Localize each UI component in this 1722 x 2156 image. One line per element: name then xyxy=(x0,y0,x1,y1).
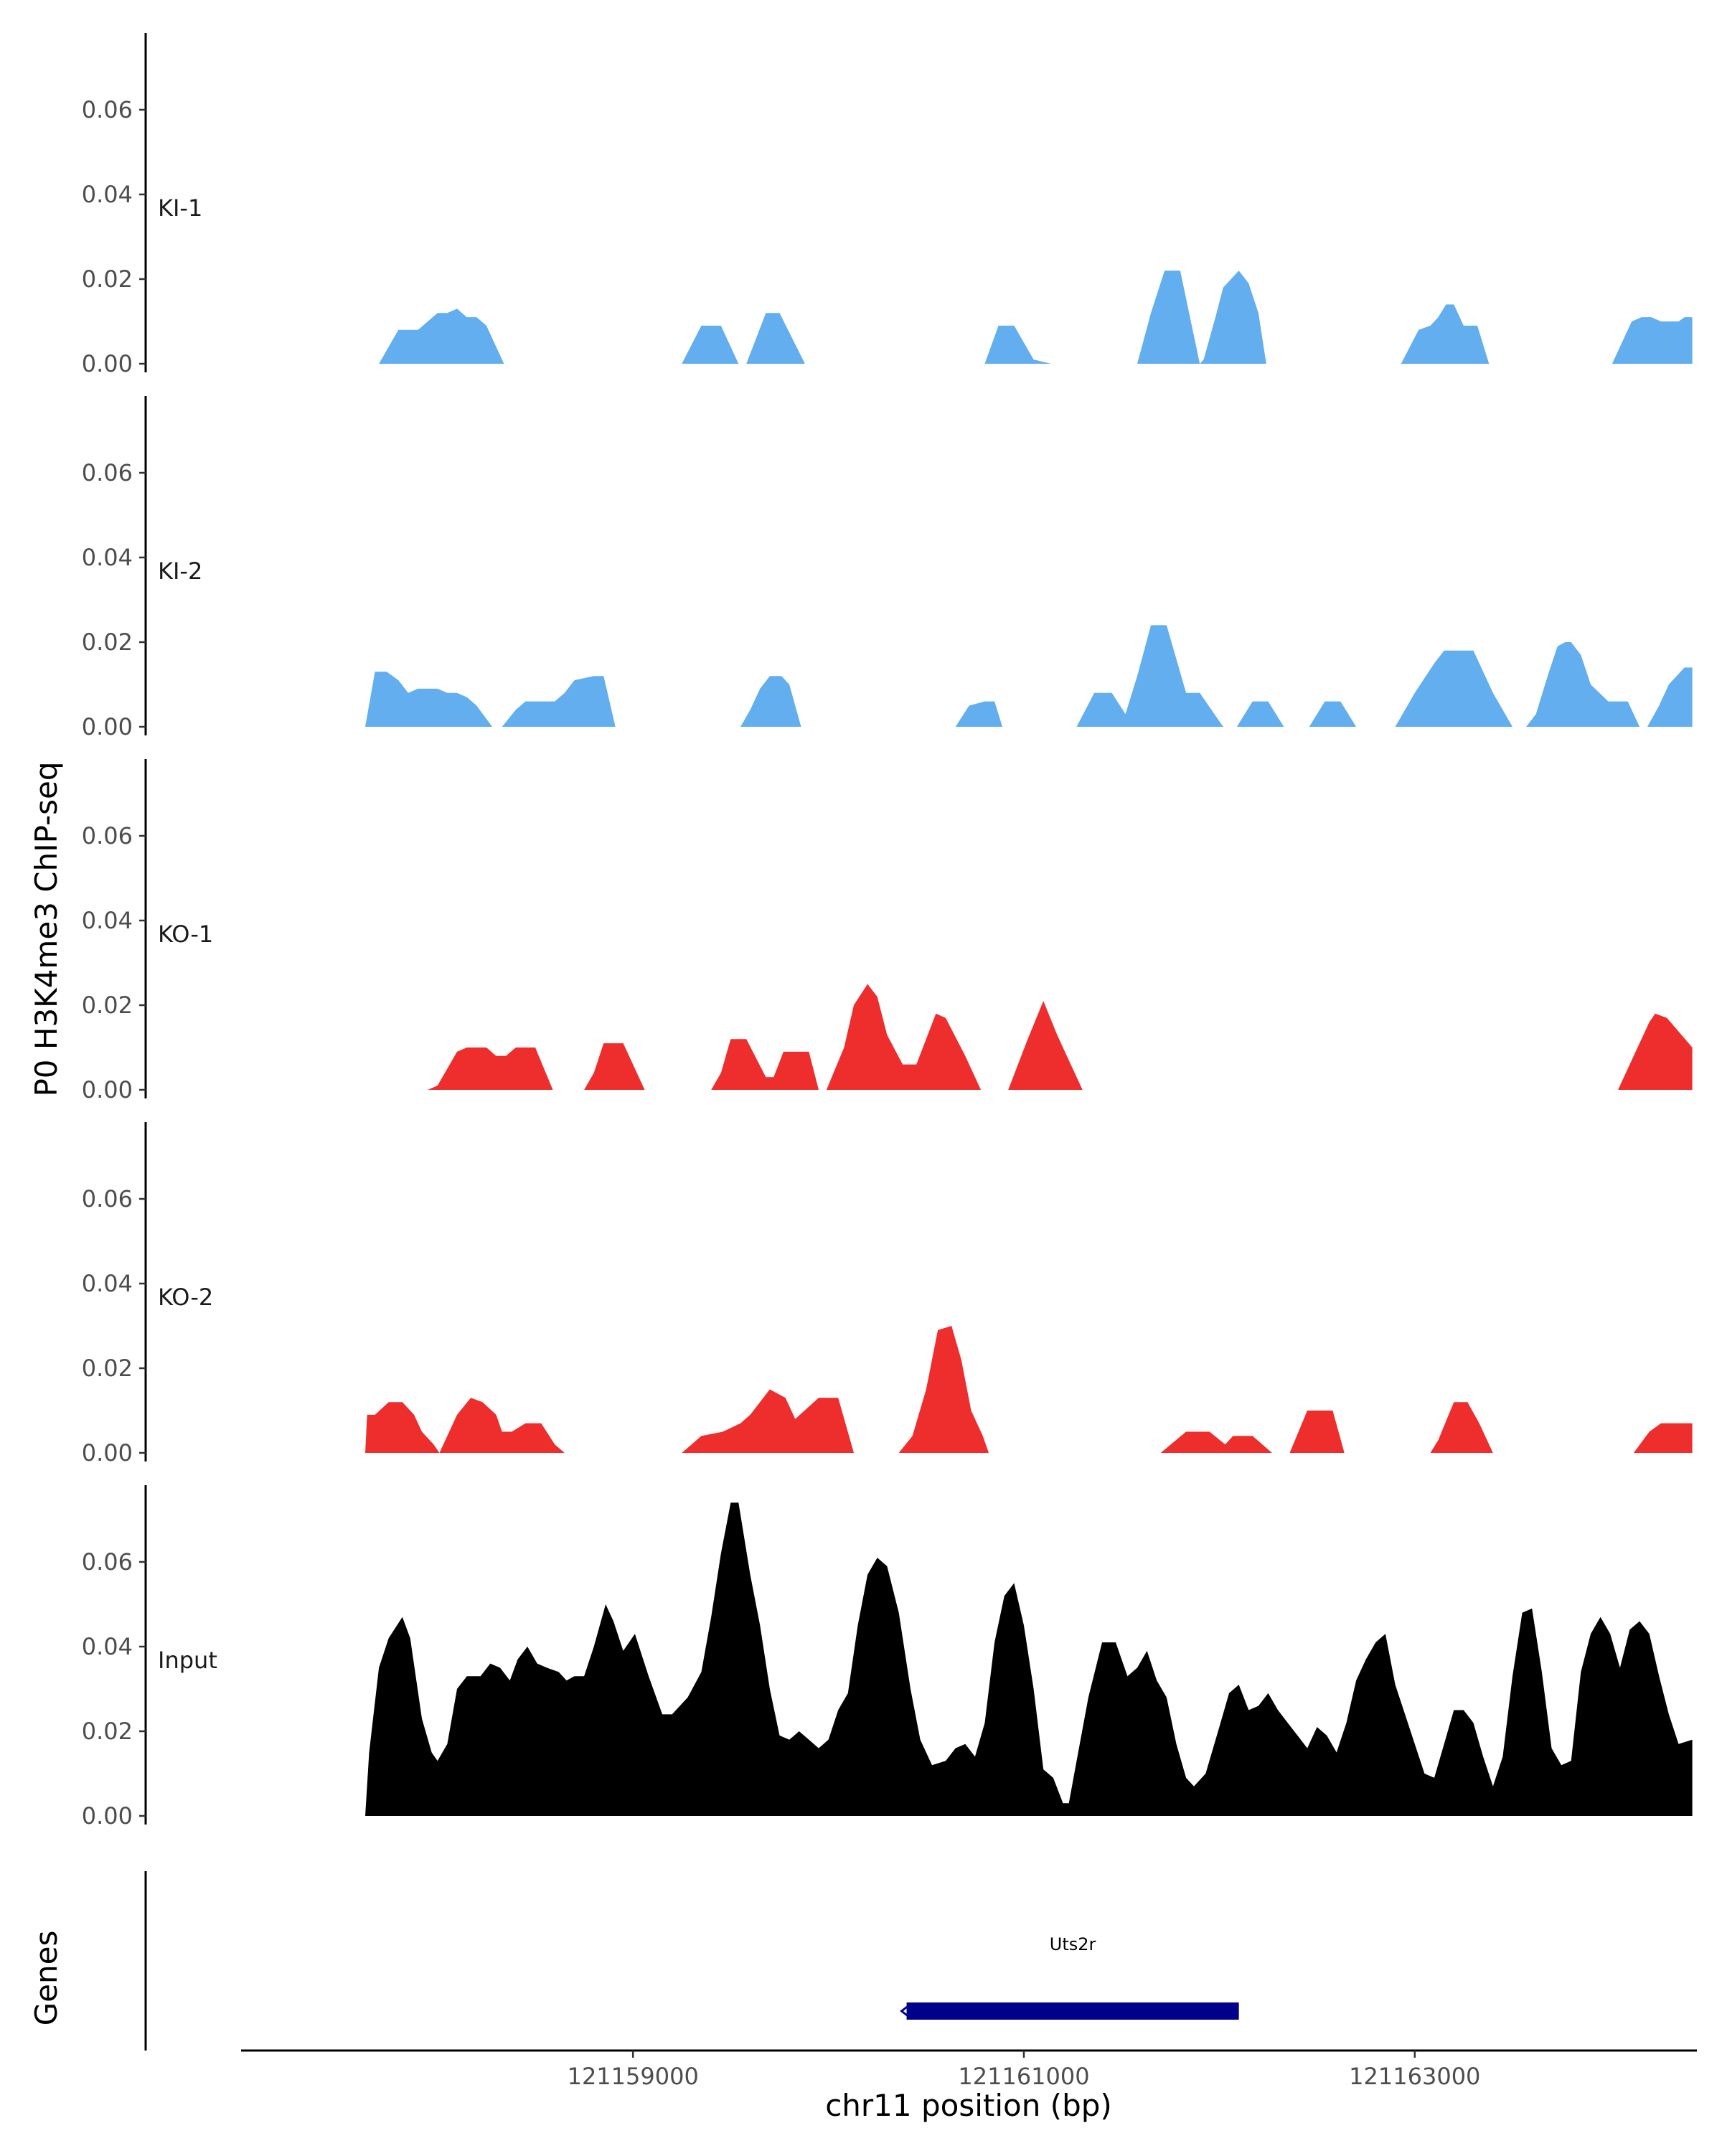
coverage-peak xyxy=(984,325,1052,364)
coverage-peak xyxy=(682,1389,854,1453)
coverage-peak xyxy=(1236,701,1284,727)
y-tick-label: 0.04 xyxy=(82,1633,133,1660)
coverage-peak xyxy=(711,1039,819,1090)
genes-panel-title: Genes xyxy=(29,1931,64,2026)
track-label-ki-1: KI-1 xyxy=(158,194,202,222)
y-tick-label: 0.06 xyxy=(82,96,133,123)
coverage-peak xyxy=(1430,1402,1493,1453)
coverage-peak xyxy=(379,309,504,364)
y-tick-label: 0.00 xyxy=(82,350,133,377)
x-tick-label: 121161000 xyxy=(958,2063,1089,2090)
y-tick-label: 0.06 xyxy=(82,1548,133,1576)
y-tick-label: 0.00 xyxy=(82,1439,133,1467)
coverage-peak xyxy=(682,325,739,364)
coverage-peak xyxy=(502,676,616,727)
track-ki-1: 0.00 0.02 0.04 0.06 KI-1 xyxy=(82,33,1693,377)
y-tick-label: 0.04 xyxy=(82,544,133,571)
coverage-peak xyxy=(1633,1423,1693,1453)
coverage-peak xyxy=(365,1398,565,1453)
coverage-peak xyxy=(740,676,801,727)
y-tick-label: 0.06 xyxy=(82,1185,133,1213)
y-tick-label: 0.04 xyxy=(82,181,133,208)
y-tick-label: 0.04 xyxy=(82,907,133,934)
y-tick-label: 0.02 xyxy=(82,1718,133,1745)
y-tick-label: 0.06 xyxy=(82,459,133,486)
coverage-peak xyxy=(1526,642,1640,727)
coverage-peak xyxy=(1618,1013,1693,1090)
y-tick-label: 0.02 xyxy=(82,265,133,293)
track-label-ki-2: KI-2 xyxy=(158,557,202,585)
coverage-peak xyxy=(1612,317,1693,364)
track-label-ko-1: KO-1 xyxy=(158,921,213,948)
y-tick-label: 0.00 xyxy=(82,1802,133,1830)
coverage-peak xyxy=(1395,650,1512,727)
coverage-peak xyxy=(1008,1001,1083,1090)
track-label-ko-2: KO-2 xyxy=(158,1284,213,1311)
coverage-peak xyxy=(365,1502,1693,1816)
gene-strand-marker xyxy=(900,2005,909,2018)
coverage-peak xyxy=(1647,667,1693,727)
coverage-peak xyxy=(365,672,493,727)
coverage-peak xyxy=(955,701,1002,727)
x-tick-label: 121159000 xyxy=(568,2063,699,2090)
y-axis-title: P0 H3K4me3 ChIP-seq xyxy=(29,761,64,1096)
y-tick-label: 0.04 xyxy=(82,1270,133,1297)
y-tick-label: 0.02 xyxy=(82,629,133,656)
coverage-peak xyxy=(1160,1431,1272,1453)
coverage-peak xyxy=(1289,1411,1345,1453)
coverage-peak xyxy=(428,1048,553,1090)
y-tick-label: 0.02 xyxy=(82,1355,133,1382)
y-tick-label: 0.06 xyxy=(82,822,133,849)
coverage-peak xyxy=(1401,304,1490,364)
coverage-peak xyxy=(898,1326,989,1453)
track-ko-1: 0.00 0.02 0.04 0.06 KO-1 xyxy=(82,759,1693,1103)
y-tick-label: 0.02 xyxy=(82,992,133,1019)
coverage-peak xyxy=(584,1043,645,1090)
gene-body-uts2r xyxy=(906,2002,1239,2020)
coverage-peak xyxy=(1309,701,1357,727)
y-tick-label: 0.00 xyxy=(82,1076,133,1103)
coverage-peak xyxy=(746,313,805,364)
track-label-input: Input xyxy=(158,1647,217,1674)
gene-label: Uts2r xyxy=(1050,1934,1096,1954)
track-input: 0.00 0.02 0.04 0.06 Input xyxy=(82,1485,1693,1830)
track-ko-2: 0.00 0.02 0.04 0.06 KO-2 xyxy=(82,1122,1693,1467)
track-ki-2: 0.00 0.02 0.04 0.06 KI-2 xyxy=(82,396,1693,740)
y-tick-label: 0.00 xyxy=(82,713,133,740)
x-axis-title: chr11 position (bp) xyxy=(825,2088,1112,2123)
coverage-peak xyxy=(1076,625,1223,727)
x-tick-label: 121163000 xyxy=(1349,2063,1480,2090)
coverage-peak xyxy=(1137,270,1266,364)
coverage-peak xyxy=(826,984,982,1090)
